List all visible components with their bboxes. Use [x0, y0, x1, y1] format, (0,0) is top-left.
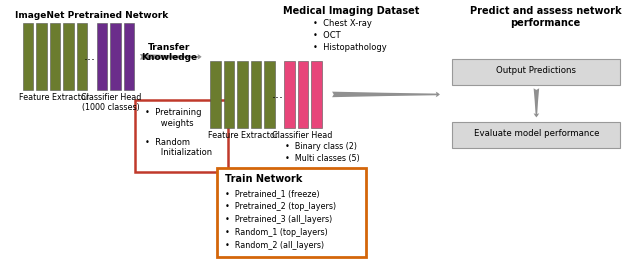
Text: ...: ...: [271, 88, 284, 101]
Text: Predict and assess network
performance: Predict and assess network performance: [470, 6, 621, 28]
Bar: [264, 61, 275, 128]
FancyBboxPatch shape: [452, 59, 620, 84]
Text: •  Multi classes (5): • Multi classes (5): [285, 154, 360, 163]
Bar: [284, 61, 294, 128]
Bar: [63, 23, 74, 90]
FancyBboxPatch shape: [217, 168, 366, 257]
Text: •  Chest X-ray: • Chest X-ray: [313, 19, 372, 28]
Text: Evaluate model performance: Evaluate model performance: [474, 129, 599, 138]
Text: (1000 classes): (1000 classes): [83, 103, 140, 112]
Bar: [36, 23, 47, 90]
Text: Classifier Head: Classifier Head: [81, 93, 141, 102]
Bar: [77, 23, 87, 90]
Text: Output Predictions: Output Predictions: [497, 66, 577, 75]
Text: Transfer
Knowledge: Transfer Knowledge: [141, 43, 197, 62]
FancyBboxPatch shape: [452, 122, 620, 148]
Bar: [223, 61, 234, 128]
Text: Train Network: Train Network: [225, 174, 302, 183]
Text: Feature Extractor: Feature Extractor: [19, 93, 90, 102]
Text: Classifier Head: Classifier Head: [272, 131, 333, 140]
Text: Feature Extractor: Feature Extractor: [208, 131, 278, 140]
Bar: [250, 61, 261, 128]
Bar: [311, 61, 322, 128]
Text: •  Pretrained_3 (all_layers): • Pretrained_3 (all_layers): [225, 215, 332, 224]
Bar: [110, 23, 121, 90]
Text: •  Pretrained_1 (freeze): • Pretrained_1 (freeze): [225, 189, 319, 199]
Text: Medical Imaging Dataset: Medical Imaging Dataset: [284, 6, 420, 16]
Text: ...: ...: [84, 50, 96, 63]
Text: •  Pretraining
      weights: • Pretraining weights: [145, 108, 202, 128]
Text: •  Histopathology: • Histopathology: [313, 43, 387, 52]
Text: •  Random_2 (all_layers): • Random_2 (all_layers): [225, 241, 324, 250]
Text: •  Pretrained_2 (top_layers): • Pretrained_2 (top_layers): [225, 202, 336, 211]
Bar: [210, 61, 221, 128]
Text: •  Binary class (2): • Binary class (2): [285, 142, 357, 151]
Text: ImageNet Pretrained Network: ImageNet Pretrained Network: [15, 11, 168, 20]
Text: •  Random_1 (top_layers): • Random_1 (top_layers): [225, 228, 327, 237]
Bar: [50, 23, 60, 90]
FancyBboxPatch shape: [135, 100, 228, 172]
Bar: [124, 23, 134, 90]
Bar: [23, 23, 33, 90]
Text: •  Random
      Initialization: • Random Initialization: [145, 138, 212, 157]
Bar: [97, 23, 108, 90]
Text: •  OCT: • OCT: [313, 31, 340, 40]
Bar: [298, 61, 308, 128]
Bar: [237, 61, 248, 128]
